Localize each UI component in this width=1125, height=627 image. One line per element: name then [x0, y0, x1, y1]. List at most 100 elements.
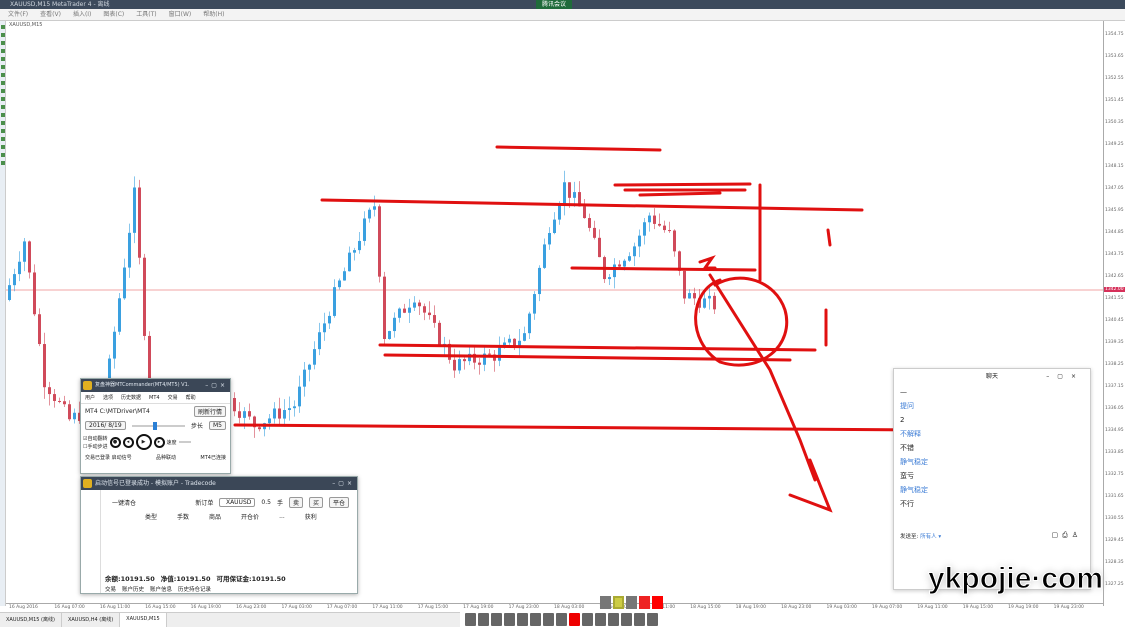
menu-item[interactable]: 插入(I)	[72, 11, 92, 18]
mouse-icon[interactable]	[465, 613, 476, 626]
price-label: 1338.25	[1105, 362, 1124, 367]
menu-item[interactable]: 图表(C)	[103, 11, 125, 18]
pen-icon[interactable]	[478, 613, 489, 626]
status-left: 交易已登录 启动信号	[85, 455, 132, 461]
step-back-button[interactable]: ◂	[122, 436, 134, 448]
commander-menu-item[interactable]: 选项	[103, 395, 114, 401]
time-axis[interactable]: 16 Aug 2016 16 Aug 07:00 16 Aug 11:00 16 Au…	[6, 603, 1103, 611]
candle-body	[128, 232, 131, 268]
step-forward-button[interactable]: ▸	[153, 436, 165, 448]
chat-tools[interactable]: ▢⎙♙	[1051, 531, 1082, 539]
stop-button[interactable]: ●	[109, 436, 121, 448]
order-window: 启动信号已登录成功 - 模拟账户 - Tradecode –▢× 一键清仓 新订单 X…	[80, 476, 358, 594]
candle-body	[638, 235, 641, 247]
trash-icon[interactable]	[556, 613, 567, 626]
candle-body	[258, 427, 261, 430]
annotation-line	[233, 423, 922, 432]
blank-icon[interactable]	[608, 613, 619, 626]
price-label: 1352.55	[1105, 76, 1124, 81]
price-chart[interactable]	[6, 21, 1103, 603]
move-icon[interactable]	[647, 613, 658, 626]
buy-button[interactable]: 买	[308, 497, 323, 508]
drawing-toolbar[interactable]	[465, 613, 658, 626]
annotation-line	[824, 228, 832, 347]
image-icon[interactable]	[517, 613, 528, 626]
price-axis[interactable]: 1354.75 1353.65 1352.55 1351.45 1350.35 1349.…	[1103, 21, 1125, 606]
line-icon[interactable]	[530, 613, 541, 626]
color-icon[interactable]	[595, 613, 606, 626]
refresh-quotes-button[interactable]: 刷新行情	[193, 406, 226, 417]
color-palette[interactable]	[600, 596, 663, 609]
candle-body	[308, 364, 311, 370]
order-tab[interactable]: 交易	[105, 587, 117, 593]
step-select[interactable]: M5	[209, 421, 226, 430]
crosshair-icon[interactable]	[491, 613, 502, 626]
commander-menu-item[interactable]: 用户	[85, 395, 96, 401]
date-select[interactable]: 2016/ 8/19	[85, 421, 126, 430]
price-label: 1340.45	[1105, 318, 1124, 323]
commander-menu-item[interactable]: 历史数据	[121, 395, 142, 401]
price-label: 1336.05	[1105, 406, 1124, 411]
text-icon[interactable]	[504, 613, 515, 626]
recording-badge[interactable]: 腾讯会议	[536, 0, 573, 9]
order-tab[interactable]: 历史持仓记录	[178, 587, 212, 593]
stop-icon[interactable]	[582, 613, 593, 626]
manual-step-checkbox[interactable]: ☐手动步进	[83, 443, 108, 450]
menu-item[interactable]: 查看(V)	[40, 11, 61, 18]
auto-flip-checkbox[interactable]: ☑自动翻转	[83, 435, 108, 442]
window-controls[interactable]: –▢×	[1046, 373, 1084, 380]
color-swatch[interactable]	[652, 596, 663, 609]
symbol-link[interactable]: 品种联动	[156, 455, 177, 461]
color-swatch[interactable]	[626, 596, 637, 609]
candle-body	[428, 312, 431, 316]
color-swatch[interactable]	[639, 596, 650, 609]
chart-tab[interactable]: XAUUSD,H4 (离线)	[62, 613, 121, 627]
symbol-input[interactable]: XAUUSD	[219, 498, 256, 507]
order-tab[interactable]: 账户历史	[122, 587, 145, 593]
commander-menu-item[interactable]: 帮助	[185, 395, 196, 401]
color-swatch[interactable]	[600, 596, 611, 609]
candle-body	[323, 323, 326, 333]
watermark-logo: ykpojie·com	[927, 562, 1104, 595]
candle-body	[498, 347, 501, 361]
candle-body	[458, 359, 461, 371]
time-label: 16 Aug 19:00	[190, 605, 221, 610]
candle-body	[278, 408, 281, 419]
annotation-line	[378, 343, 817, 362]
window-title: 复盘神器MTCommander(MT4/MT5) V1.	[95, 382, 190, 388]
commander-menu-item[interactable]: MT4	[149, 394, 160, 401]
send-to[interactable]: 发送至: 所有人 ▾	[900, 534, 942, 540]
menu-item[interactable]: 窗口(W)	[168, 11, 192, 18]
color-swatch[interactable]	[613, 596, 624, 609]
candle-body	[63, 401, 66, 405]
candle-body	[143, 257, 146, 336]
chat-sender: 静气稳定	[900, 458, 928, 466]
candle-body	[588, 218, 591, 228]
chat-message: 不行	[900, 500, 914, 508]
annotation-line	[320, 198, 864, 212]
window-controls[interactable]: –▢×	[332, 480, 355, 487]
menu-item[interactable]: 帮助(H)	[203, 11, 225, 18]
order-tab[interactable]: 账户信息	[150, 587, 173, 593]
price-label: 1329.45	[1105, 538, 1124, 543]
menu-item[interactable]: 文件(F)	[8, 11, 29, 18]
candle-body	[43, 344, 46, 388]
sell-button[interactable]: 卖	[288, 497, 303, 508]
gear-icon[interactable]	[634, 613, 645, 626]
lots-input[interactable]: 0.5	[261, 499, 271, 506]
chart-tab[interactable]: XAUUSD,M15	[120, 613, 167, 627]
settings-icon[interactable]	[621, 613, 632, 626]
window-controls[interactable]: –▢×	[205, 382, 228, 389]
chart-tab[interactable]: XAUUSD,M15 (离线)	[0, 613, 62, 627]
commander-menu-item[interactable]: 交易	[167, 395, 178, 401]
column-header: 类型	[145, 514, 158, 521]
play-button[interactable]: ▶	[135, 434, 152, 450]
close-all-button[interactable]: 一键清仓	[112, 500, 137, 507]
menu-item[interactable]: 工具(T)	[136, 11, 157, 18]
eraser-icon[interactable]	[543, 613, 554, 626]
record-icon[interactable]	[569, 613, 580, 626]
annotation-arrow	[708, 273, 833, 513]
close-position-button[interactable]: 平仓	[328, 497, 349, 508]
date-slider[interactable]	[131, 421, 185, 430]
speed-slider[interactable]	[178, 441, 191, 443]
